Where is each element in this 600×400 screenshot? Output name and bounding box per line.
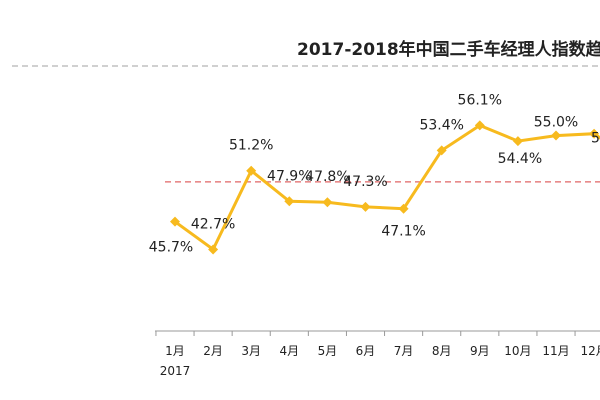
data-label: 51.2% [229,138,273,154]
data-label: 47.9% [267,168,311,184]
data-point [398,203,409,214]
data-label: 42.7% [191,216,235,232]
data-point [322,197,333,208]
data-point [246,165,257,176]
x-axis-ticks [155,331,576,336]
data-label: 45.7% [149,240,193,256]
x-tick-label: 3月 [241,344,261,358]
x-tick-label: 4月 [279,344,299,358]
data-point [589,128,600,139]
x-tick-label: 7月 [394,344,414,358]
x-tick-label: 5月 [318,344,338,358]
year-label: 2017 [160,364,191,378]
data-label: 55.0% [534,115,578,131]
x-tick-label: 12月 [580,344,600,358]
data-labels: 45.7% 42.7% 51.2% 47.9%47.8%47.3% 47.1% 53.4%… [149,92,600,255]
data-points [170,120,600,255]
data-point [474,120,485,131]
x-tick-label: 6月 [356,344,376,358]
x-tick-label: 10月 [504,344,531,358]
x-tick-label: 11月 [542,344,569,358]
x-tick-label: 2月 [203,344,223,358]
x-tick-label: 9月 [470,344,490,358]
data-label: 47.8% [305,169,349,185]
data-label: 47.1% [381,224,425,240]
data-label: 54.4% [498,151,542,167]
data-label: 53.4% [419,117,463,133]
data-point [360,201,371,212]
data-point [208,244,219,255]
data-label: 55. [591,131,600,147]
data-point [551,130,561,141]
data-point [284,196,295,207]
chart-title: 2017-2018年中国二手车经理人指数趋 [297,39,600,60]
data-label: 56.1% [458,92,502,108]
data-point [512,136,523,147]
data-point [436,145,447,156]
x-tick-label: 1月 [165,344,185,358]
x-axis-tick-labels: 1月 2月 3月 4月 5月 6月 7月 8月 9月 10月 11月 12月 [165,344,600,358]
data-point [170,216,180,227]
x-tick-label: 8月 [432,344,452,358]
data-label: 47.3% [343,174,387,190]
